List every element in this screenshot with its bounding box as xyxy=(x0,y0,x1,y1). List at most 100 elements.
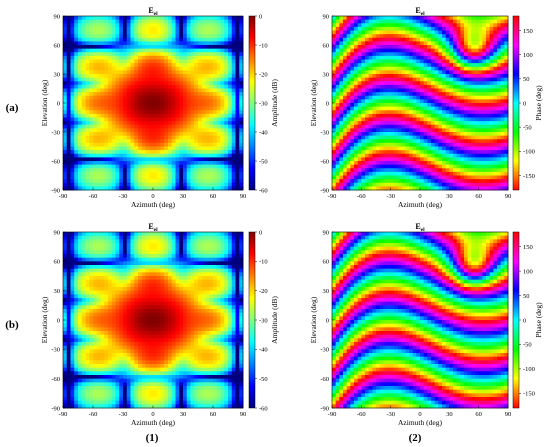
heatmap-cell xyxy=(70,276,75,281)
heatmap-cell xyxy=(335,146,340,151)
heatmap-cell xyxy=(383,117,388,122)
heatmap-cell xyxy=(108,124,113,129)
heatmap-cell xyxy=(453,26,458,31)
heatmap-cell xyxy=(213,55,218,60)
heatmap-cell xyxy=(78,106,83,111)
heatmap-cell xyxy=(85,146,90,151)
heatmap-cell xyxy=(357,92,362,97)
heatmap-cell xyxy=(497,164,502,169)
heatmap-cell xyxy=(500,179,505,184)
heatmap-cell xyxy=(460,142,465,147)
heatmap-cell xyxy=(205,124,210,129)
heatmap-cell xyxy=(416,142,421,147)
heatmap-cell xyxy=(78,182,83,187)
heatmap-cell xyxy=(357,171,362,176)
heatmap-cell xyxy=(394,74,399,79)
heatmap-cell xyxy=(231,70,236,75)
heatmap-cell xyxy=(156,66,161,71)
heatmap-cell xyxy=(401,106,406,111)
heatmap-cell xyxy=(134,135,139,140)
heatmap-cell xyxy=(339,179,344,184)
heatmap-cell xyxy=(70,179,75,184)
heatmap-cell xyxy=(74,316,79,321)
heatmap-cell xyxy=(365,175,370,180)
heatmap-cell xyxy=(126,139,131,144)
heatmap-cell xyxy=(194,48,199,53)
heatmap-cell xyxy=(115,117,120,122)
heatmap-cell xyxy=(401,66,406,71)
heatmap-cell xyxy=(493,161,498,166)
heatmap-cell xyxy=(449,161,454,166)
heatmap-cell xyxy=(115,34,120,39)
heatmap-cell xyxy=(365,150,370,155)
heatmap-cell xyxy=(66,250,71,255)
heatmap-cell xyxy=(486,182,491,187)
heatmap-cell xyxy=(130,157,135,162)
heatmap-cell xyxy=(141,132,146,137)
heatmap-cell xyxy=(412,117,417,122)
heatmap-cell xyxy=(409,16,414,21)
heatmap-cell xyxy=(220,132,225,137)
heatmap-cell xyxy=(156,150,161,155)
heatmap-cell xyxy=(78,389,83,394)
heatmap-cell xyxy=(216,175,221,180)
heatmap-cell xyxy=(486,146,491,151)
heatmap-cell xyxy=(153,168,158,173)
heatmap-cell xyxy=(213,142,218,147)
heatmap-cell xyxy=(115,175,120,180)
heatmap-cell xyxy=(383,74,388,79)
heatmap-cell xyxy=(81,164,86,169)
heatmap-cell xyxy=(478,117,483,122)
heatmap-cell xyxy=(431,171,436,176)
heatmap-cell xyxy=(467,161,472,166)
heatmap-cell xyxy=(482,34,487,39)
heatmap-cell xyxy=(464,153,469,158)
heatmap-cell xyxy=(149,157,154,162)
heatmap-cell xyxy=(405,70,410,75)
heatmap-cell xyxy=(111,113,116,118)
heatmap-cell xyxy=(383,171,388,176)
heatmap-cell xyxy=(376,186,381,191)
heatmap-cell xyxy=(66,19,71,24)
heatmap-cell xyxy=(434,59,439,64)
heatmap-cell xyxy=(431,179,436,184)
heatmap-cell xyxy=(235,95,240,100)
heatmap-cell xyxy=(464,171,469,176)
heatmap-cell xyxy=(160,63,165,68)
heatmap-cell xyxy=(81,59,86,64)
heatmap-cell xyxy=(224,52,229,57)
heatmap-cell xyxy=(460,81,465,86)
heatmap-cell xyxy=(186,45,191,50)
heatmap-cell xyxy=(175,106,180,111)
heatmap-cell xyxy=(216,70,221,75)
heatmap-cell xyxy=(332,88,337,93)
heatmap-cell xyxy=(460,95,465,100)
heatmap-cell xyxy=(168,66,173,71)
heatmap-cell xyxy=(130,182,135,187)
heatmap-cell xyxy=(96,16,101,21)
heatmap-cell xyxy=(486,26,491,31)
heatmap-cell xyxy=(63,179,68,184)
heatmap-cell xyxy=(335,150,340,155)
heatmap-cell xyxy=(394,117,399,122)
heatmap-cell xyxy=(130,164,135,169)
heatmap-cell xyxy=(434,110,439,115)
heatmap-cell xyxy=(66,110,71,115)
heatmap-cell xyxy=(201,132,206,137)
heatmap-cell xyxy=(183,77,188,82)
heatmap-cell xyxy=(160,186,165,191)
heatmap-cell xyxy=(119,88,124,93)
heatmap-cell xyxy=(372,92,377,97)
heatmap-cell xyxy=(198,16,203,21)
heatmap-cell xyxy=(398,128,403,133)
heatmap-cell xyxy=(108,55,113,60)
heatmap-cell xyxy=(194,95,199,100)
heatmap-cell xyxy=(471,124,476,129)
heatmap-cell xyxy=(456,70,461,75)
heatmap-cell xyxy=(100,92,105,97)
heatmap-cell xyxy=(213,171,218,176)
heatmap-cell xyxy=(335,30,340,35)
heatmap-cell xyxy=(409,45,414,50)
heatmap-cell xyxy=(130,92,135,97)
heatmap-cell xyxy=(168,117,173,122)
